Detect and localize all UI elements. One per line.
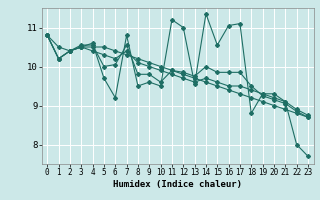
X-axis label: Humidex (Indice chaleur): Humidex (Indice chaleur) [113,180,242,189]
